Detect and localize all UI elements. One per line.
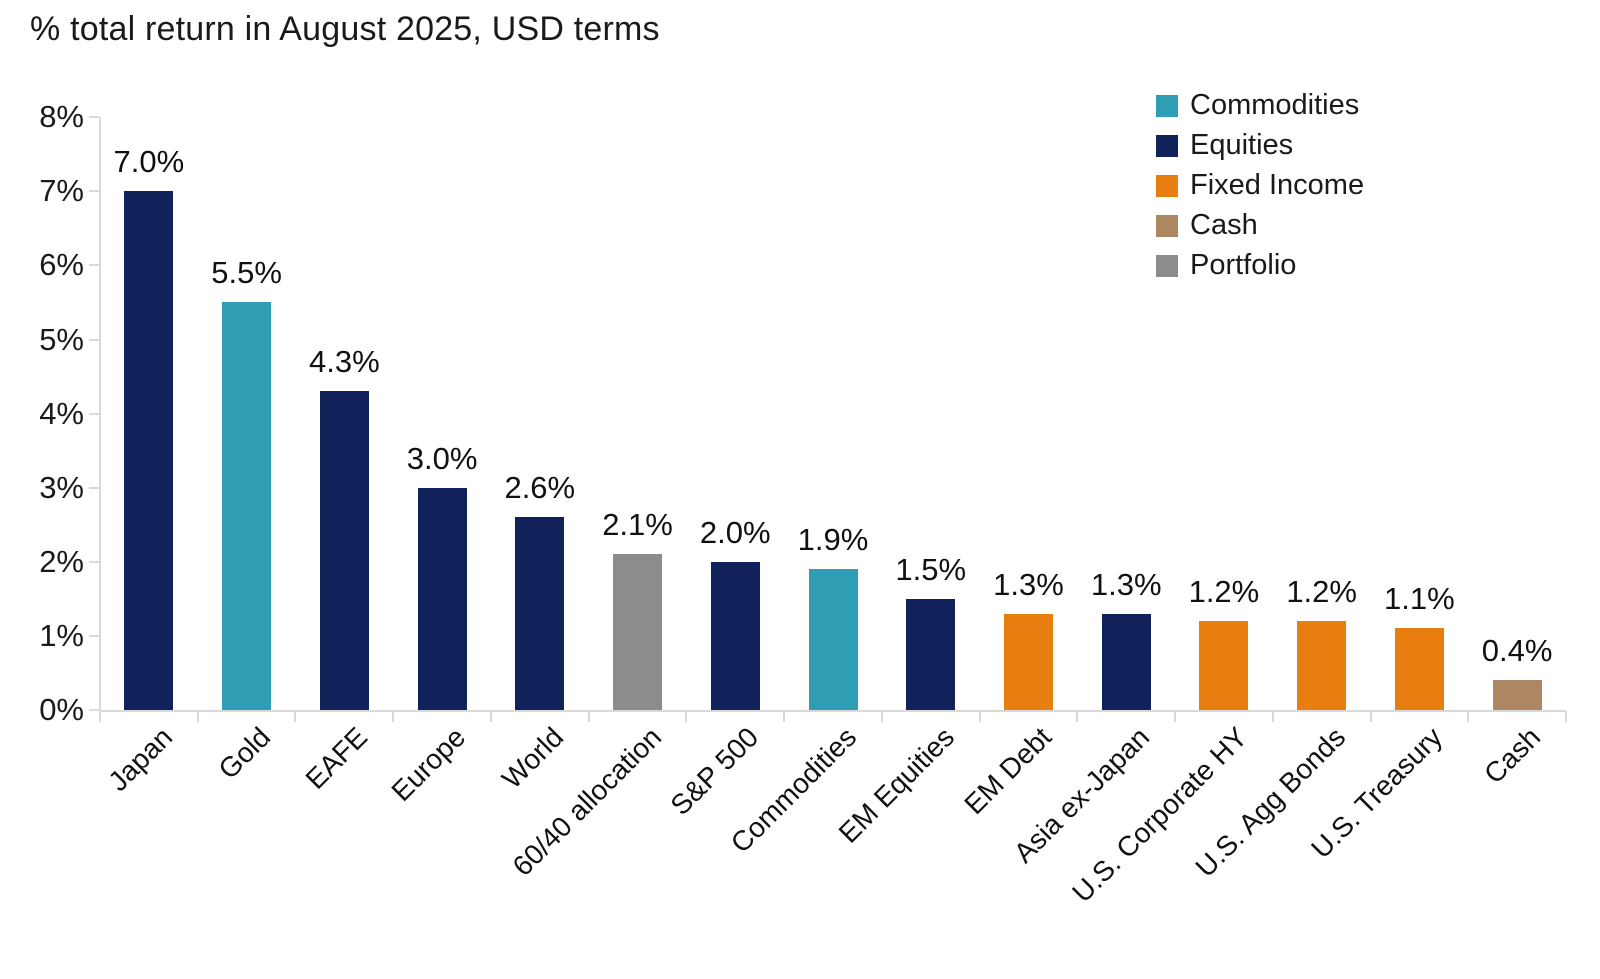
y-tick-mark xyxy=(89,264,99,267)
x-tick-mark xyxy=(99,711,101,722)
legend-item-commodities: Commodities xyxy=(1156,90,1364,121)
bar-value-label-em-debt: 1.3% xyxy=(993,566,1064,602)
x-tick-mark xyxy=(1174,711,1177,722)
bar-value-label-u-s-treasury: 1.1% xyxy=(1384,581,1455,617)
y-tick-label: 8% xyxy=(39,99,84,135)
bar-value-label-europe: 3.0% xyxy=(406,440,478,476)
bar-commodities xyxy=(808,569,858,710)
bar-gold xyxy=(222,302,272,710)
x-axis-line xyxy=(99,710,1566,712)
bar-value-label-japan: 7.0% xyxy=(113,144,185,180)
legend-label: Portfolio xyxy=(1190,249,1297,281)
bar-60-40-allocation xyxy=(613,554,663,710)
y-tick-mark xyxy=(89,486,99,489)
bar-eafe xyxy=(319,391,369,710)
bar-u-s-corporate-hy xyxy=(1199,621,1249,710)
legend-label: Equities xyxy=(1190,129,1294,161)
x-tick-mark xyxy=(587,711,590,722)
x-tick-mark xyxy=(1271,711,1274,722)
bar-value-label-world: 2.6% xyxy=(504,470,576,506)
legend-swatch-portfolio xyxy=(1156,254,1178,277)
legend-swatch-fixed-income xyxy=(1156,174,1178,197)
bar-em-equities xyxy=(906,598,956,710)
x-tick-mark xyxy=(294,711,297,722)
x-tick-mark xyxy=(489,711,492,722)
bar-japan xyxy=(124,191,174,710)
bar-value-label-gold: 5.5% xyxy=(211,255,282,291)
x-tick-mark xyxy=(685,711,688,722)
y-tick-label: 1% xyxy=(39,617,84,653)
bar-value-label-em-equities: 1.5% xyxy=(895,551,967,587)
y-tick-mark xyxy=(89,634,99,637)
x-tick-mark xyxy=(1467,711,1470,722)
chart-title: % total return in August 2025, USD terms xyxy=(30,10,660,48)
bar-value-label-60-40-allocation: 2.1% xyxy=(602,507,673,543)
x-tick-mark xyxy=(978,711,981,722)
x-tick-mark xyxy=(1565,711,1567,722)
bar-europe xyxy=(417,487,467,710)
legend-item-cash: Cash xyxy=(1156,210,1364,241)
bar-em-debt xyxy=(1003,613,1053,710)
y-tick-mark xyxy=(89,190,99,193)
bar-s-p-500 xyxy=(710,561,760,710)
bar-u-s-agg-bonds xyxy=(1297,621,1347,710)
y-tick-label: 4% xyxy=(39,395,84,431)
y-tick-label: 2% xyxy=(39,543,84,579)
y-tick-label: 7% xyxy=(39,173,84,209)
y-tick-mark xyxy=(89,709,99,711)
y-tick-label: 6% xyxy=(39,247,84,283)
y-tick-label: 0% xyxy=(39,692,84,727)
chart-legend: Commodities Equities Fixed Income Cash Portf… xyxy=(1156,90,1364,290)
legend-label: Cash xyxy=(1190,209,1258,241)
bar-value-label-cash: 0.4% xyxy=(1481,633,1553,669)
legend-item-portfolio: Portfolio xyxy=(1156,250,1364,281)
x-tick-mark xyxy=(783,711,786,722)
y-axis-line xyxy=(99,117,101,712)
legend-label: Fixed Income xyxy=(1190,169,1365,201)
x-tick-mark xyxy=(392,711,395,722)
x-tick-mark xyxy=(1369,711,1372,722)
legend-swatch-cash xyxy=(1156,214,1178,237)
y-tick-label: 3% xyxy=(39,469,84,505)
bar-cash xyxy=(1492,680,1542,710)
bar-world xyxy=(515,517,565,710)
legend-item-fixed-income: Fixed Income xyxy=(1156,170,1364,201)
x-tick-mark xyxy=(196,711,199,722)
x-tick-mark xyxy=(880,711,883,722)
x-tick-mark xyxy=(1076,711,1079,722)
bar-value-label-u-s-corporate-hy: 1.2% xyxy=(1188,574,1260,610)
bar-value-label-eafe: 4.3% xyxy=(308,344,380,380)
y-tick-mark xyxy=(89,412,99,415)
legend-item-equities: Equities xyxy=(1156,130,1364,161)
y-tick-mark xyxy=(89,560,99,563)
bar-value-label-commodities: 1.9% xyxy=(797,522,869,558)
bar-value-label-u-s-agg-bonds: 1.2% xyxy=(1286,574,1357,610)
bar-value-label-asia-ex-japan: 1.3% xyxy=(1090,566,1162,602)
legend-swatch-commodities xyxy=(1156,94,1178,117)
legend-label: Commodities xyxy=(1190,89,1360,121)
y-tick-mark xyxy=(89,338,99,341)
y-tick-mark xyxy=(89,116,99,119)
bar-asia-ex-japan xyxy=(1101,613,1151,710)
bar-value-label-s-p-500: 2.0% xyxy=(699,514,771,550)
bar-u-s-treasury xyxy=(1394,628,1444,710)
y-tick-label: 5% xyxy=(39,321,84,357)
legend-swatch-equities xyxy=(1156,134,1178,157)
